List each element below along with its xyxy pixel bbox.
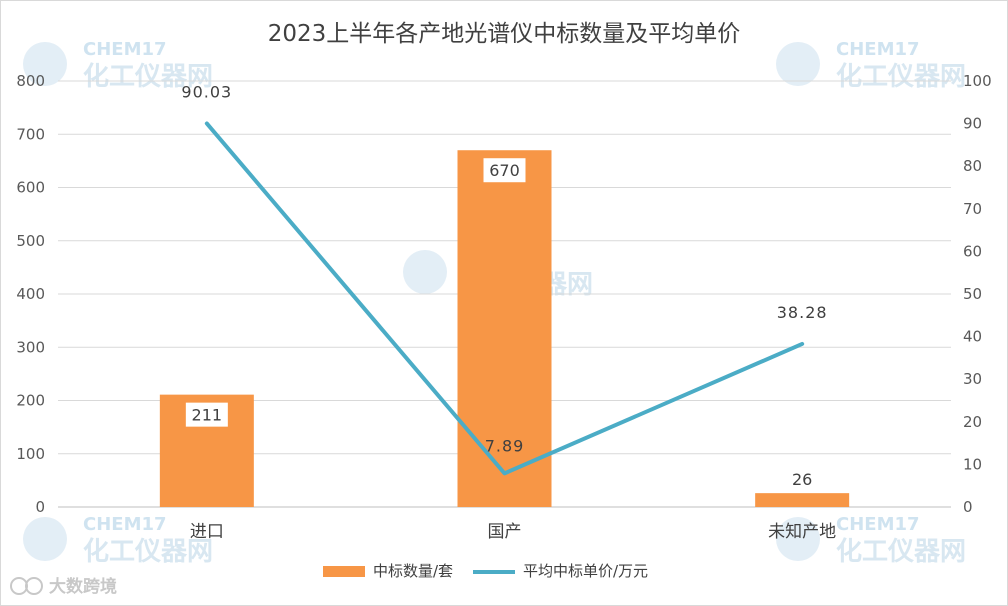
x-category-label: 未知产地 <box>768 522 836 542</box>
legend-bar-swatch <box>323 566 365 577</box>
y-right-tick-label: 60 <box>963 242 982 260</box>
data-labels: 211 670 26 90.03 7.89 38.28 <box>181 82 828 492</box>
line-series <box>204 121 805 476</box>
watermark-logo-icon <box>403 250 447 294</box>
watermark-cjk: 化工仪器网 <box>836 537 966 567</box>
watermark-cjk: 化工仪器网 <box>83 537 213 567</box>
watermark-logo-icon <box>23 42 67 86</box>
y-left-tick-label: 400 <box>16 285 45 303</box>
brand-logo-icon <box>25 577 43 595</box>
bar-data-label-text: 211 <box>192 406 223 425</box>
y-right-tick-label: 70 <box>963 200 982 218</box>
bar-data-label-box <box>185 402 228 427</box>
y-right-tick-label: 10 <box>963 455 982 473</box>
y-right-tick-label: 0 <box>963 498 973 516</box>
y-left-tick-label: 800 <box>16 72 45 90</box>
y-right-tick-label: 30 <box>963 370 982 388</box>
bar-data-label: 670 <box>483 158 526 183</box>
bar-data-label-box <box>786 467 819 492</box>
x-category-label: 进口 <box>190 522 224 542</box>
x-category-label: 国产 <box>488 522 522 542</box>
legend-line-label: 平均中标单价/万元 <box>523 562 648 580</box>
watermark-logo-icon <box>776 42 820 86</box>
bar <box>755 493 850 507</box>
y-left-tick-label: 100 <box>16 445 45 463</box>
brand-logo-icon <box>10 577 28 595</box>
chart-title: 2023上半年各产地光谱仪中标数量及平均单价 <box>268 21 741 47</box>
watermark-cjk: 化工仪器网 <box>83 62 213 92</box>
legend-bar-label: 中标数量/套 <box>373 562 453 580</box>
watermark-latin: CHEM17 <box>83 39 167 60</box>
watermark-logo-icon <box>776 517 820 561</box>
brand-text: 大数跨境 <box>49 576 117 597</box>
y-right-tick-label: 100 <box>963 72 992 90</box>
y-right-tick-label: 80 <box>963 157 982 175</box>
watermark-latin: CHEM17 <box>836 39 920 60</box>
bar <box>457 150 552 507</box>
legend-item-bar: 中标数量/套 <box>323 562 453 580</box>
watermark-latin: CHEM17 <box>836 514 920 535</box>
y-left-tick-label: 200 <box>16 392 45 410</box>
line-data-label: 90.03 <box>181 82 232 101</box>
y-right-tick-label: 50 <box>963 285 982 303</box>
bar-series <box>159 150 850 507</box>
line-data-label: 38.28 <box>777 303 828 322</box>
bar-data-label-text: 26 <box>792 470 812 489</box>
legend-item-line: 平均中标单价/万元 <box>473 562 648 580</box>
y-left-tick-label: 0 <box>35 498 45 516</box>
line-data-label: 7.89 <box>485 436 525 455</box>
watermark-latin: CHEM17 <box>83 514 167 535</box>
y-left-tick-label: 700 <box>16 125 45 143</box>
y-right-tick-label: 90 <box>963 115 982 133</box>
y-left-tick-label: 300 <box>16 338 45 356</box>
bar-data-label: 211 <box>185 402 228 427</box>
y-right-tick-label: 20 <box>963 413 982 431</box>
corner-brand: 大数跨境 <box>10 576 117 597</box>
y-left-tick-label: 600 <box>16 179 45 197</box>
legend: 中标数量/套 平均中标单价/万元 <box>323 562 648 580</box>
bar-data-label-box <box>483 158 526 183</box>
bar-data-label: 26 <box>786 467 819 492</box>
bar-data-label-text: 670 <box>489 161 520 180</box>
watermark-logo-icon <box>23 517 67 561</box>
axes: 0 100 200 300 400 500 600 700 800 0 10 20 30 40 50 60 70… <box>16 72 991 542</box>
watermark-cjk: 化工仪器网 <box>836 62 966 92</box>
y-right-tick-label: 40 <box>963 328 982 346</box>
y-left-tick-label: 500 <box>16 232 45 250</box>
